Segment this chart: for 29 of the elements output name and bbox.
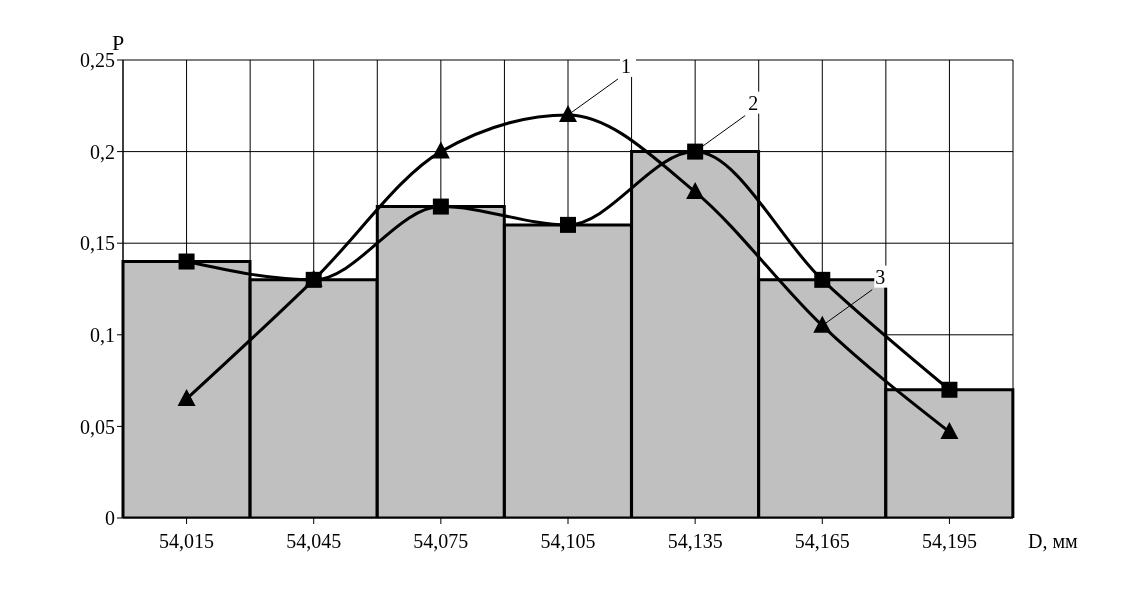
annotation: 3 — [875, 265, 886, 288]
y-tick-label: 0,25 — [80, 49, 115, 72]
x-tick-label: 54,195 — [921, 530, 977, 553]
point — [686, 181, 705, 199]
x-tick-label: 54,135 — [667, 530, 723, 553]
y-tick-label: 0,15 — [80, 232, 115, 255]
x-tick-label: 54,105 — [540, 530, 596, 553]
point — [940, 421, 959, 439]
point — [560, 216, 576, 233]
point — [814, 271, 831, 288]
annotation: 1 — [621, 54, 631, 77]
y-tick-label: 0,2 — [90, 140, 115, 163]
point — [178, 253, 195, 270]
x-tick-label: 54,165 — [794, 530, 850, 553]
point — [941, 381, 958, 398]
point — [177, 388, 196, 406]
y-tick-label: 0,05 — [80, 415, 115, 438]
y-tick-label: 0,1 — [90, 323, 115, 346]
point — [431, 141, 450, 159]
x-tick-label: 54,015 — [159, 530, 215, 553]
point — [559, 104, 577, 122]
x-tick-label: 54,045 — [286, 530, 342, 553]
annotation: 2 — [748, 91, 759, 114]
x-tick-label: 54,075 — [413, 530, 469, 553]
x-axis-title: D, мм — [1028, 530, 1078, 553]
point — [687, 143, 704, 160]
point — [813, 315, 832, 333]
point — [432, 198, 449, 215]
y-tick-label: 0 — [105, 507, 115, 530]
